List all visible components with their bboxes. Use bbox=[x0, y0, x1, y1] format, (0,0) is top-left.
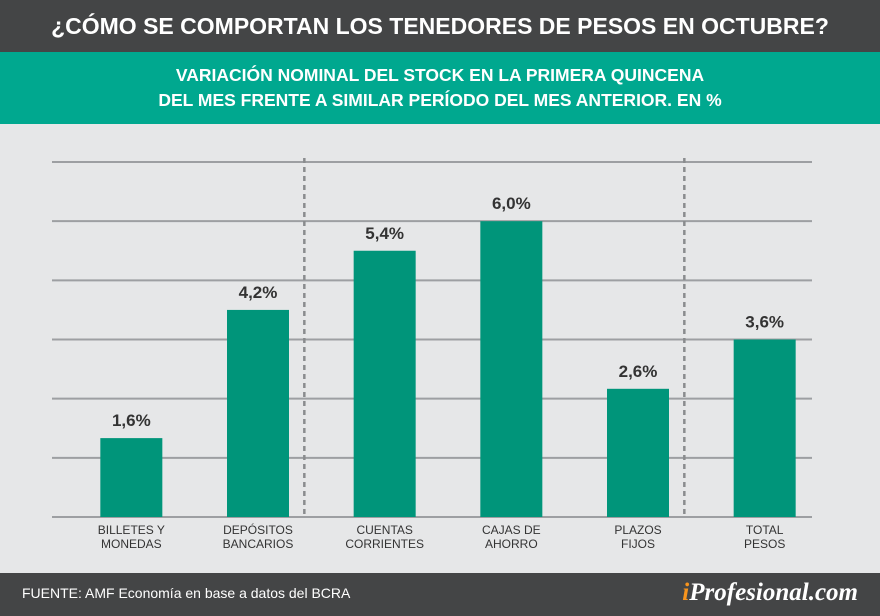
category-label: BILLETES Y bbox=[98, 523, 165, 537]
category-label: CORRIENTES bbox=[345, 537, 424, 551]
category-label: MONEDAS bbox=[101, 537, 162, 551]
category-label: CAJAS DE bbox=[482, 523, 541, 537]
category-label: FIJOS bbox=[621, 537, 655, 551]
category-label: DEPÓSITOS bbox=[223, 522, 293, 537]
bar bbox=[227, 309, 289, 517]
category-label: CUENTAS bbox=[356, 523, 412, 537]
bar bbox=[480, 221, 543, 517]
iprofesional-logo: iProfesional.com bbox=[682, 579, 858, 606]
data-label: 5,4% bbox=[365, 224, 404, 243]
category-label: PESOS bbox=[744, 537, 785, 551]
subtitle-line-1: VARIACIÓN NOMINAL DEL STOCK EN LA PRIMER… bbox=[175, 65, 705, 85]
chart-subtitle: VARIACIÓN NOMINAL DEL STOCK EN LA PRIMER… bbox=[0, 52, 880, 124]
bar bbox=[353, 250, 416, 517]
footer: FUENTE: AMF Economía en base a datos del… bbox=[0, 573, 880, 616]
bar bbox=[607, 388, 669, 517]
category-label: AHORRO bbox=[485, 537, 538, 551]
data-label: 2,6% bbox=[619, 362, 658, 381]
data-label: 6,0% bbox=[492, 194, 531, 213]
data-label: 4,2% bbox=[239, 283, 278, 302]
data-label: 3,6% bbox=[745, 313, 784, 332]
category-label: PLAZOS bbox=[614, 523, 661, 537]
chart-title: ¿CÓMO SE COMPORTAN LOS TENEDORES DE PESO… bbox=[0, 0, 880, 52]
category-label: BANCARIOS bbox=[223, 537, 294, 551]
bar bbox=[733, 339, 796, 517]
category-label: TOTAL bbox=[746, 523, 784, 537]
bar bbox=[100, 438, 163, 517]
data-label: 1,6% bbox=[112, 411, 151, 430]
source-note: FUENTE: AMF Economía en base a datos del… bbox=[22, 585, 351, 601]
subtitle-line-2: DEL MES FRENTE A SIMILAR PERÍODO DEL MES… bbox=[158, 90, 722, 110]
